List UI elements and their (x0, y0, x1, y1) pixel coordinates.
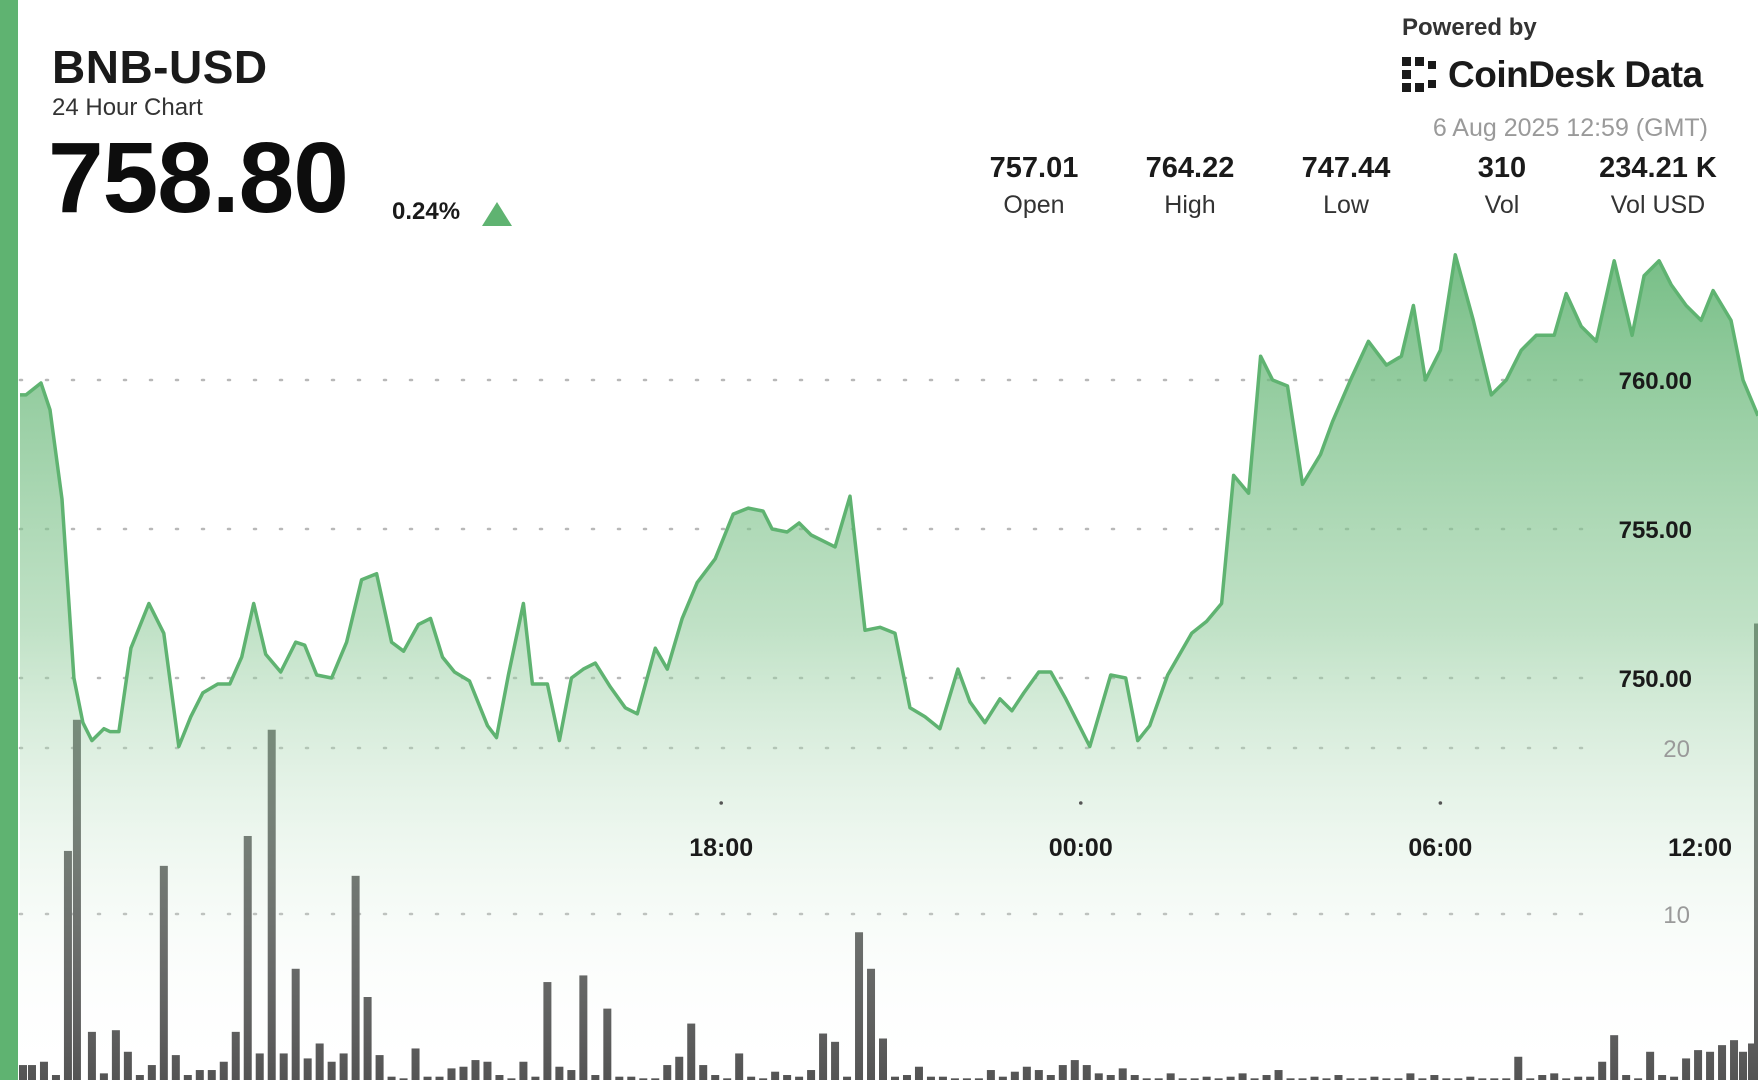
stat-label: Low (1323, 191, 1369, 219)
stat-vol: 310 Vol (1432, 152, 1572, 220)
symbol-title: BNB-USD (52, 41, 268, 93)
stat-value: 234.21 K (1599, 152, 1717, 184)
stat-value: 747.44 (1301, 152, 1391, 184)
x-tick-label: 00:00 (1049, 834, 1113, 862)
x-tick-dot (1438, 801, 1443, 805)
stat-label: Open (1003, 191, 1065, 219)
up-arrow-icon (482, 202, 512, 226)
y-tick-label: 755.00 (1619, 517, 1692, 544)
stat-open: 757.01 Open (964, 152, 1104, 220)
powered-by-label: Powered by (1402, 14, 1537, 41)
y-tick-label: 760.00 (1619, 368, 1692, 395)
x-tick-dot (719, 801, 723, 805)
volume-tick-label: 10 (1663, 902, 1690, 929)
price-area (20, 254, 1758, 1080)
brand-name: CoinDesk Data (1448, 54, 1703, 95)
x-tick-label: 06:00 (1408, 834, 1472, 862)
axis-labels: 750.00 755.00 760.00 10 20 18:00 00:00 06:00 12:… (689, 368, 1732, 929)
x-tick-dot (1078, 801, 1083, 805)
stat-vol-usd: 234.21 K Vol USD (1588, 152, 1728, 220)
stat-label: High (1164, 191, 1216, 219)
brand: CoinDesk Data (1400, 54, 1703, 96)
volume-tick-label: 20 (1663, 736, 1690, 763)
stat-low: 747.44 Low (1276, 152, 1416, 220)
stat-label: Vol (1484, 191, 1520, 219)
accent-bar (0, 0, 18, 1080)
stat-value: 310 (1477, 152, 1527, 184)
stat-value: 764.22 (1145, 152, 1235, 184)
chart-subtitle: 24 Hour Chart (52, 94, 203, 121)
stat-high: 764.22 High (1120, 152, 1260, 220)
current-price: 758.80 (48, 122, 349, 234)
x-tick-label: 18:00 (689, 834, 753, 862)
stat-label: Vol USD (1610, 191, 1706, 219)
x-tick-label: 12:00 (1668, 834, 1732, 862)
stat-value: 757.01 (989, 152, 1079, 184)
y-tick-label: 750.00 (1619, 666, 1692, 693)
price-change: 0.24% (392, 198, 461, 225)
timestamp: 6 Aug 2025 12:59 (GMT) (1432, 114, 1708, 142)
coindesk-logo-icon (1402, 57, 1436, 92)
price-line (20, 253, 1758, 749)
